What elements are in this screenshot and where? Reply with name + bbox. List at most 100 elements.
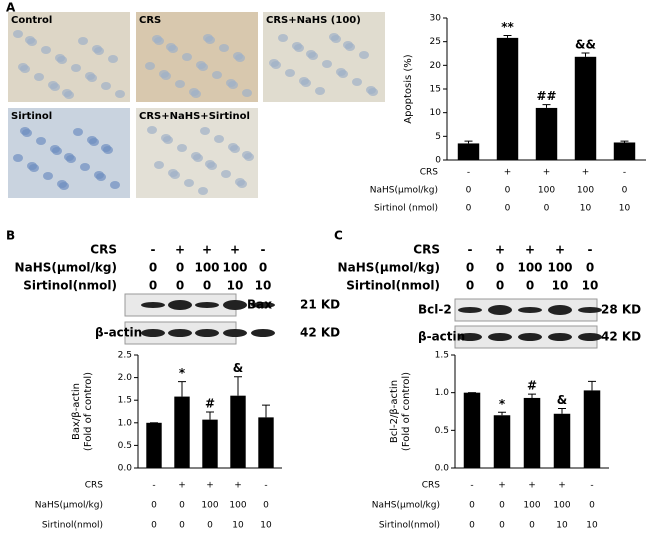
cell	[203, 34, 213, 42]
bar	[457, 143, 480, 160]
y-tick-label: 1.0	[435, 388, 450, 398]
cell	[329, 33, 339, 41]
bar	[230, 395, 246, 468]
cell	[36, 137, 46, 145]
cell	[184, 179, 194, 187]
y-tick-label: 0.0	[435, 464, 450, 474]
cell	[25, 36, 35, 44]
cell	[285, 69, 295, 77]
micrograph-label: CRS	[139, 15, 161, 26]
treatment-cell: 0	[466, 204, 472, 214]
treatment-label: CRS	[420, 168, 439, 178]
treatment-cell: 0	[544, 204, 550, 214]
treatment-cell: 100	[577, 186, 594, 196]
treatment-cell: 100	[222, 261, 247, 275]
treatment-cell: -	[468, 243, 473, 257]
annotation: &	[233, 361, 243, 375]
bar	[493, 415, 511, 468]
cell	[13, 154, 23, 162]
treatment-cell: +	[178, 481, 186, 491]
cell	[41, 46, 51, 54]
y-tick-label: 0	[435, 156, 441, 166]
treatment-cell: 0	[176, 279, 184, 293]
blot-band	[518, 333, 542, 341]
cell	[92, 45, 102, 53]
cell	[64, 153, 74, 161]
cell	[166, 43, 176, 51]
treatment-cell: 0	[207, 521, 213, 531]
treatment-label: NaHS(μmol/kg)	[370, 186, 438, 196]
treatment-cell: 0	[179, 501, 185, 511]
treatment-label: Sirtinol(nmol)	[23, 279, 117, 293]
treatment-cell: 0	[179, 521, 185, 531]
cell	[343, 41, 353, 49]
treatment-cell: 0	[203, 279, 211, 293]
bar	[146, 422, 162, 468]
micrograph-label: Control	[11, 15, 52, 26]
cell	[161, 134, 171, 142]
cell	[212, 71, 222, 79]
y-tick-label: 20	[430, 61, 442, 71]
micrograph-label: Sirtinol	[11, 111, 52, 122]
y-axis-label: Apoptosis (%)	[403, 54, 414, 123]
treatment-cell: 100	[538, 186, 555, 196]
cell	[27, 162, 37, 170]
y-axis-label: Bcl-2/β-actin	[389, 380, 400, 443]
annotation: &&	[575, 38, 596, 52]
cell	[147, 126, 157, 134]
annotation: *	[499, 397, 506, 411]
treatment-cell: -	[264, 481, 267, 491]
blot-band	[168, 300, 192, 310]
cell	[145, 62, 155, 70]
band-label: β-actin	[95, 326, 142, 340]
treatment-cell: +	[558, 481, 566, 491]
cell	[200, 127, 210, 135]
y-axis-label: (Fold of control)	[83, 372, 94, 451]
treatment-cell: 10	[255, 279, 272, 293]
y-tick-label: 0.5	[435, 426, 449, 436]
blot-band	[548, 305, 572, 315]
band-size: 42 KD	[601, 330, 641, 344]
cell	[78, 37, 88, 45]
treatment-cell: 0	[526, 279, 534, 293]
y-tick-label: 25	[430, 37, 441, 47]
y-tick-label: 5	[435, 132, 441, 142]
treatment-label: NaHS(μmol/kg)	[338, 261, 440, 275]
treatment-cell: 0	[176, 261, 184, 275]
cell	[336, 68, 346, 76]
treatment-cell: +	[495, 243, 505, 257]
cell	[315, 87, 325, 95]
blot-band	[251, 329, 275, 337]
bar	[496, 37, 519, 160]
treatment-cell: 0	[496, 279, 504, 293]
bar	[535, 107, 558, 160]
blot-band	[195, 329, 219, 337]
bar	[574, 56, 597, 160]
cell	[366, 86, 376, 94]
treatment-cell: +	[504, 168, 512, 178]
treatment-cell: +	[498, 481, 506, 491]
micrograph-label: CRS+NaHS+Sirtinol	[139, 111, 250, 122]
cell	[189, 88, 199, 96]
treatment-cell: 0	[505, 186, 511, 196]
cell	[152, 35, 162, 43]
treatment-cell: 10	[552, 279, 569, 293]
treatment-cell: -	[470, 481, 473, 491]
error-bar	[234, 376, 242, 396]
bar	[258, 417, 274, 468]
cell	[175, 80, 185, 88]
treatment-label: Sirtinol (nmol)	[374, 204, 438, 214]
y-tick-label: 2.0	[118, 373, 133, 383]
treatment-cell: 0	[151, 501, 157, 511]
bar	[202, 419, 218, 468]
treatment-cell: +	[543, 168, 551, 178]
treatment-cell: -	[152, 481, 155, 491]
y-tick-label: 0.5	[118, 441, 132, 451]
blot-band	[488, 333, 512, 341]
cell	[85, 72, 95, 80]
cell	[43, 172, 53, 180]
error-bar	[588, 380, 596, 391]
treatment-label: CRS	[422, 481, 441, 491]
treatment-cell: 10	[619, 204, 631, 214]
blot-band	[458, 333, 482, 341]
